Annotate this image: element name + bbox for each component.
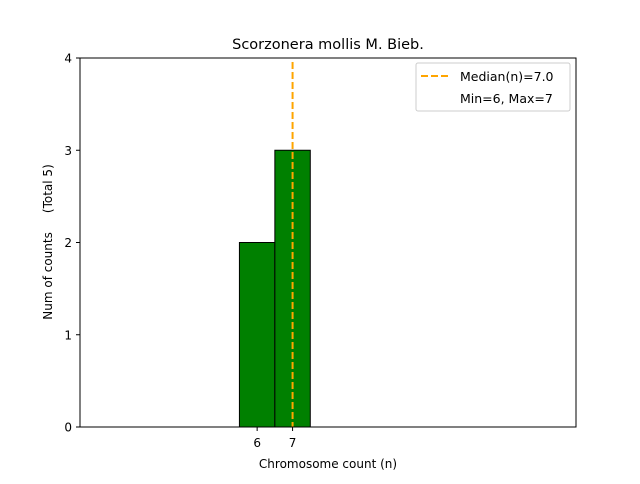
x-tick-label: 7 [289, 436, 297, 450]
x-tick-label: 6 [253, 436, 261, 450]
y-tick-label: 1 [64, 328, 72, 342]
y-axis: 0 1 2 3 4 [64, 52, 80, 435]
y-axis-label: Num of counts (Total 5) [41, 164, 55, 319]
legend-range-label: Min=6, Max=7 [460, 91, 553, 106]
y-tick-label: 4 [64, 52, 72, 66]
y-tick-label: 0 [64, 421, 72, 435]
legend-median-label: Median(n)=7.0 [460, 69, 554, 84]
y-tick-label: 2 [64, 236, 72, 250]
chart-title: Scorzonera mollis M. Bieb. [232, 37, 424, 53]
x-axis-label: Chromosome count (n) [259, 457, 397, 471]
legend: Median(n)=7.0 Min=6, Max=7 [415, 62, 571, 112]
legend-box [415, 62, 571, 112]
y-tick-label: 3 [64, 144, 72, 158]
bar-6 [238, 242, 276, 428]
